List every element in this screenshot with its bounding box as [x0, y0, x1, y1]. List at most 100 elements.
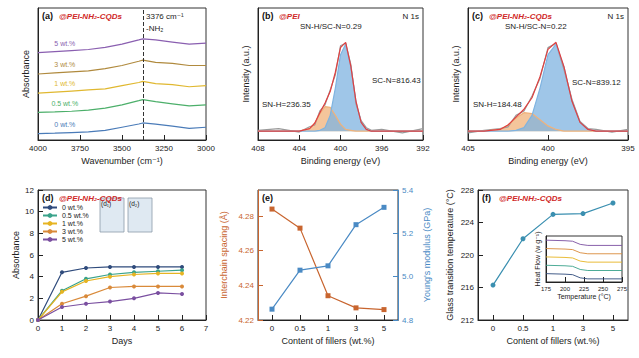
svg-text:4.28: 4.28 — [238, 212, 254, 221]
svg-text:392: 392 — [416, 144, 430, 153]
svg-text:3376 cm⁻¹: 3376 cm⁻¹ — [146, 12, 184, 21]
svg-text:5.2: 5.2 — [402, 229, 414, 238]
svg-text:220: 220 — [461, 251, 475, 260]
svg-text:@PEI-NH₂-CQDs: @PEI-NH₂-CQDs — [489, 12, 552, 21]
svg-text:12: 12 — [25, 186, 34, 195]
svg-text:0.5: 0.5 — [517, 324, 529, 333]
svg-text:1: 1 — [60, 324, 65, 333]
svg-text:@PEI-NH₂-CQDs: @PEI-NH₂-CQDs — [59, 194, 122, 203]
svg-text:3250: 3250 — [155, 144, 173, 153]
svg-text:3500: 3500 — [113, 144, 131, 153]
svg-text:212: 212 — [461, 316, 475, 325]
svg-text:5 wt.%: 5 wt.% — [62, 236, 83, 243]
svg-text:225: 225 — [579, 286, 590, 292]
svg-text:N 1s: N 1s — [403, 12, 419, 21]
svg-text:SN-H/SC-N=0.29: SN-H/SC-N=0.29 — [300, 22, 362, 31]
svg-text:3000: 3000 — [197, 144, 215, 153]
svg-text:3: 3 — [108, 324, 113, 333]
svg-text:Days: Days — [112, 336, 133, 346]
svg-text:Heat Flow (w g⁻¹): Heat Flow (w g⁻¹) — [534, 231, 542, 286]
svg-text:SC-N=816.43: SC-N=816.43 — [372, 76, 421, 85]
svg-text:5 wt.%: 5 wt.% — [54, 40, 75, 47]
svg-text:3 wt.%: 3 wt.% — [54, 61, 75, 68]
svg-text:4.22: 4.22 — [238, 316, 254, 325]
svg-text:-NH₂: -NH₂ — [146, 24, 163, 33]
svg-text:1: 1 — [551, 324, 556, 333]
svg-text:216: 216 — [461, 283, 475, 292]
svg-text:0.5 wt.%: 0.5 wt.% — [51, 100, 78, 107]
svg-text:7: 7 — [204, 324, 209, 333]
svg-text:395: 395 — [621, 144, 635, 153]
svg-text:(d): (d) — [42, 193, 54, 203]
svg-text:8: 8 — [30, 229, 35, 238]
svg-text:Intensity (a.u.): Intensity (a.u.) — [241, 45, 251, 102]
svg-text:4: 4 — [30, 272, 35, 281]
svg-text:3750: 3750 — [71, 144, 89, 153]
svg-text:(a): (a) — [42, 11, 53, 21]
svg-text:(d₁): (d₁) — [101, 200, 111, 208]
svg-text:5: 5 — [382, 324, 387, 333]
svg-text:1: 1 — [326, 324, 331, 333]
svg-text:6: 6 — [30, 251, 35, 260]
svg-text:(e): (e) — [262, 193, 273, 203]
svg-text:5.0: 5.0 — [402, 272, 414, 281]
svg-text:Intensity (a.u.): Intensity (a.u.) — [451, 45, 461, 102]
svg-text:(f): (f) — [482, 193, 491, 203]
svg-text:228: 228 — [461, 186, 475, 195]
svg-text:Content of fillers (wt.%): Content of fillers (wt.%) — [506, 336, 599, 346]
svg-text:Absorbance: Absorbance — [21, 50, 31, 98]
svg-text:0 wt.%: 0 wt.% — [54, 121, 75, 128]
svg-text:275: 275 — [617, 286, 628, 292]
svg-text:224: 224 — [461, 218, 475, 227]
svg-text:SN-H/SC-N=0.22: SN-H/SC-N=0.22 — [505, 22, 567, 31]
svg-text:Binding energy (eV): Binding energy (eV) — [508, 156, 588, 166]
svg-text:396: 396 — [375, 144, 389, 153]
svg-text:10: 10 — [25, 207, 34, 216]
svg-text:0: 0 — [270, 324, 275, 333]
svg-text:4000: 4000 — [29, 144, 47, 153]
svg-text:0.5: 0.5 — [294, 324, 306, 333]
svg-text:400: 400 — [541, 144, 555, 153]
svg-text:400: 400 — [334, 144, 348, 153]
svg-text:0.5 wt.%: 0.5 wt.% — [62, 212, 89, 219]
svg-text:5.4: 5.4 — [402, 186, 414, 195]
svg-text:3: 3 — [581, 324, 586, 333]
svg-text:Wavenumber (cm⁻¹): Wavenumber (cm⁻¹) — [81, 156, 162, 166]
svg-text:Young's modulus (GPa): Young's modulus (GPa) — [422, 208, 432, 302]
svg-text:408: 408 — [251, 144, 265, 153]
svg-text:(d₂): (d₂) — [129, 200, 139, 208]
svg-text:Content of fillers (wt.%): Content of fillers (wt.%) — [281, 336, 374, 346]
svg-text:6: 6 — [180, 324, 185, 333]
svg-text:(c): (c) — [472, 11, 483, 21]
svg-text:0: 0 — [36, 324, 41, 333]
svg-text:404: 404 — [293, 144, 307, 153]
svg-text:Temperature (°C): Temperature (°C) — [557, 293, 611, 301]
svg-text:0: 0 — [30, 316, 35, 325]
svg-text:Binding energy (eV): Binding energy (eV) — [301, 156, 381, 166]
svg-text:SN-H=236.35: SN-H=236.35 — [262, 100, 311, 109]
svg-text:4.24: 4.24 — [238, 281, 254, 290]
svg-text:N 1s: N 1s — [608, 12, 624, 21]
svg-text:Absorbance: Absorbance — [11, 231, 21, 279]
svg-text:SN-H=184.48: SN-H=184.48 — [473, 100, 522, 109]
svg-text:Interchain spacing (Å): Interchain spacing (Å) — [219, 211, 229, 299]
svg-text:405: 405 — [461, 144, 475, 153]
svg-text:1 wt.%: 1 wt.% — [62, 220, 83, 227]
svg-text:3 wt.%: 3 wt.% — [62, 228, 83, 235]
svg-text:4: 4 — [132, 324, 137, 333]
svg-text:Glass transition temperature (: Glass transition temperature (°C) — [445, 189, 455, 321]
svg-text:@PEI: @PEI — [279, 12, 300, 21]
svg-text:200: 200 — [560, 286, 571, 292]
svg-text:5: 5 — [611, 324, 616, 333]
svg-text:1 wt.%: 1 wt.% — [54, 80, 75, 87]
svg-text:250: 250 — [598, 286, 609, 292]
svg-text:5: 5 — [156, 324, 161, 333]
svg-text:0: 0 — [491, 324, 496, 333]
svg-text:4.26: 4.26 — [238, 246, 254, 255]
svg-text:2: 2 — [84, 324, 89, 333]
svg-text:2: 2 — [30, 294, 35, 303]
svg-text:(b): (b) — [262, 11, 274, 21]
svg-text:175: 175 — [541, 286, 552, 292]
svg-text:4.8: 4.8 — [402, 316, 414, 325]
svg-text:SC-N=839.12: SC-N=839.12 — [572, 78, 621, 87]
